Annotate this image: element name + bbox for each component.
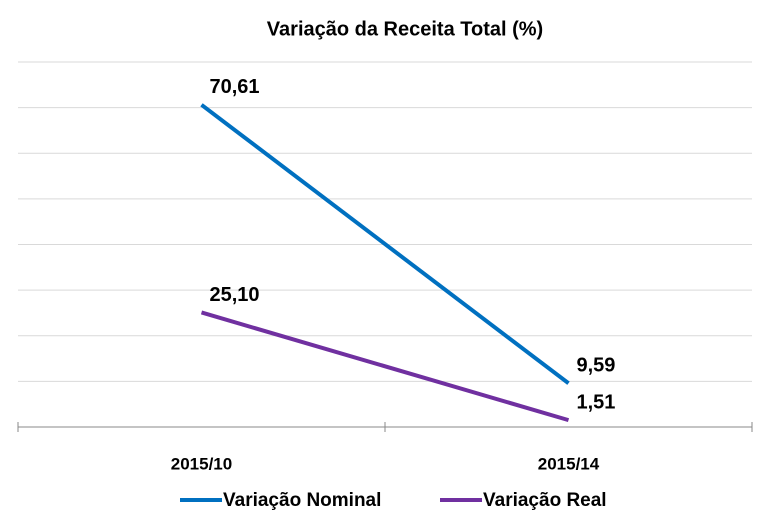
x-tick-label: 2015/14 [538, 454, 600, 473]
line [200, 103, 570, 385]
legend-label: Variação Nominal [223, 490, 381, 511]
data-label: 9,59 [577, 355, 616, 377]
legend-label: Variação Real [483, 490, 607, 511]
data-label: 25,10 [210, 284, 260, 306]
x-tick-label: 2015/10 [171, 454, 232, 473]
chart-title: Variação da Receita Total (%) [267, 18, 543, 40]
data-label: 1,51 [577, 391, 616, 413]
data-label: 70,61 [210, 76, 260, 98]
line [200, 310, 570, 423]
